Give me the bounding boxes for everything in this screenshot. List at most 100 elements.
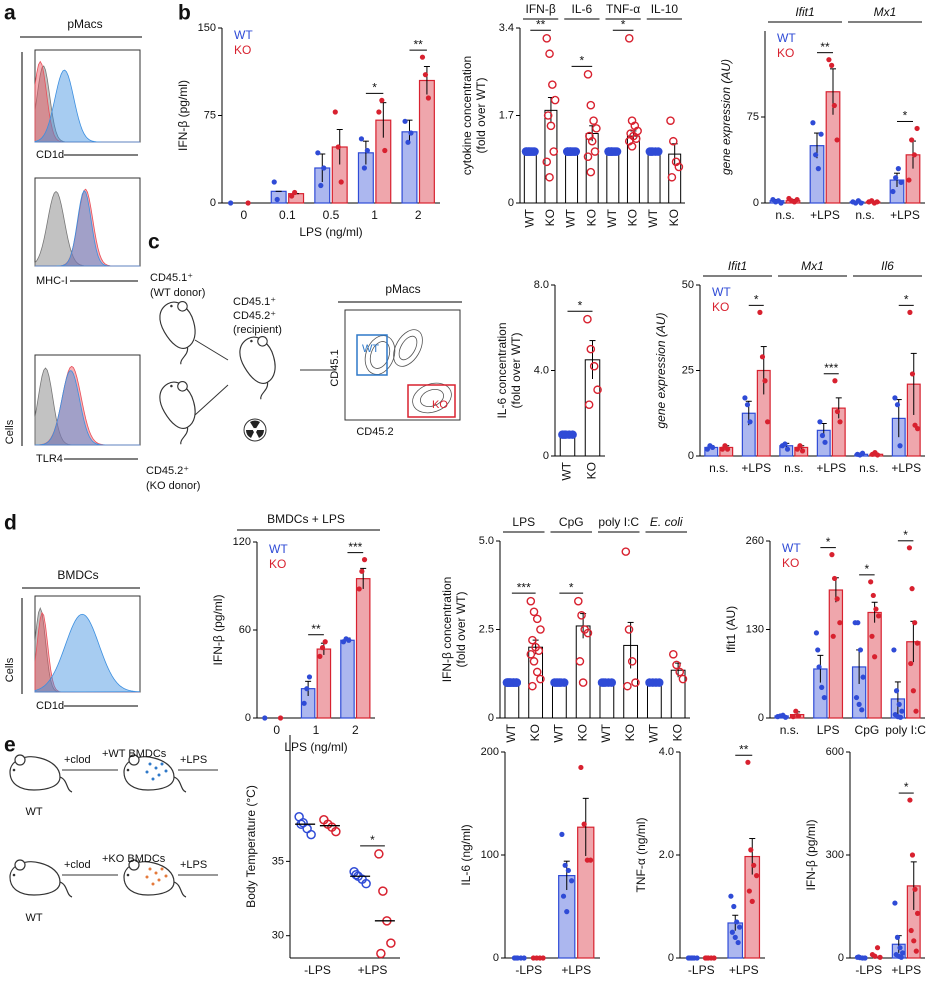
- data-point: [577, 611, 586, 620]
- significance-label: *: [578, 298, 583, 312]
- bar: [647, 151, 661, 204]
- data-point: [914, 125, 920, 132]
- significance-label: *: [569, 580, 574, 594]
- cell-dots: [145, 867, 168, 886]
- data-point: [837, 620, 843, 626]
- data-point: [837, 419, 843, 425]
- data-point: [277, 715, 284, 721]
- panel-letter: b: [178, 2, 191, 25]
- data-point: [526, 649, 536, 659]
- data-point: [819, 432, 826, 439]
- data-point: [893, 688, 900, 694]
- y-tick-label: 0: [488, 712, 494, 724]
- data-point: [331, 826, 341, 837]
- significance-label: **: [414, 37, 424, 51]
- data-point: [583, 70, 593, 79]
- data-point: [361, 557, 368, 563]
- significance-label: *: [903, 109, 908, 123]
- group-header: Il6: [881, 259, 894, 273]
- data-point: [874, 945, 881, 951]
- data-point: [753, 873, 760, 879]
- data-point: [593, 385, 602, 395]
- data-point: [757, 309, 763, 315]
- legend-entry: KO: [777, 46, 794, 60]
- data-point: [829, 62, 835, 68]
- data-point: [728, 893, 734, 899]
- data-point: [834, 596, 840, 602]
- data-point: [555, 678, 564, 687]
- data-point: [899, 950, 906, 956]
- x-tick-label: KO: [623, 724, 637, 741]
- data-point: [855, 620, 861, 626]
- bar: [523, 151, 537, 204]
- data-point: [790, 714, 796, 720]
- data-point: [817, 419, 823, 425]
- step-label: +LPS: [180, 754, 207, 766]
- data-point: [545, 172, 554, 182]
- legend-entry: WT: [782, 541, 801, 555]
- data-point: [749, 898, 755, 904]
- schematic-label: CD45.1⁺: [150, 272, 193, 284]
- data-point: [301, 700, 307, 706]
- data-point: [795, 713, 802, 719]
- shape: [148, 762, 152, 766]
- data-point: [782, 441, 788, 447]
- data-point: [529, 607, 539, 617]
- data-point: [914, 640, 920, 646]
- x-tick-label: KO: [585, 462, 599, 479]
- y-axis-label: gene expression (AU): [719, 59, 733, 175]
- data-point: [543, 111, 553, 120]
- axis-label: CD1d: [36, 700, 64, 712]
- x-tick-label: n.s.: [709, 461, 728, 475]
- data-point: [745, 759, 751, 765]
- x-tick-label: KO: [575, 724, 589, 741]
- data-point: [590, 147, 600, 156]
- cell-dots: [145, 762, 168, 781]
- data-point: [782, 714, 789, 720]
- data-point: [911, 152, 917, 158]
- gate-label: KO: [432, 399, 448, 411]
- data-point: [709, 444, 716, 451]
- data-point: [504, 678, 513, 687]
- data-point: [607, 678, 616, 687]
- x-tick-label: 0.1: [279, 208, 296, 222]
- data-point: [912, 620, 918, 626]
- panel-letter: a: [4, 2, 16, 25]
- significance-label: ***: [348, 540, 362, 554]
- data-point: [914, 426, 921, 432]
- data-point: [559, 831, 565, 838]
- data-point: [892, 900, 898, 906]
- data-point: [912, 886, 918, 892]
- histogram-frame: [34, 354, 141, 446]
- group-header: Ifit1: [795, 5, 814, 19]
- legend-entry: WT: [234, 28, 253, 42]
- data-point: [528, 681, 537, 691]
- data-point: [382, 147, 388, 154]
- data-point: [678, 674, 688, 684]
- data-point: [797, 443, 803, 449]
- data-point: [359, 568, 365, 574]
- data-point: [386, 938, 396, 948]
- data-point: [906, 545, 913, 551]
- mouse-label: WT: [25, 806, 42, 818]
- y-axis-label: IL-6 (ng/ml): [459, 824, 473, 885]
- data-point: [893, 175, 899, 181]
- gate: [356, 334, 388, 376]
- significance-label: *: [904, 780, 909, 794]
- data-point: [897, 945, 903, 951]
- data-point: [624, 625, 634, 634]
- x-tick-label: KO: [528, 724, 542, 741]
- data-point: [532, 614, 542, 624]
- data-point: [405, 139, 411, 145]
- mouse-icon: [150, 375, 212, 445]
- data-point: [666, 116, 675, 125]
- chart: 0 4.0 8.0 IL-6 concentration (fold over WT) W…: [495, 279, 605, 481]
- y-tick-label: 60: [239, 624, 251, 636]
- flow-header: pMacs: [385, 282, 420, 296]
- significance-label: ***: [517, 580, 531, 594]
- legend-entry: WT: [269, 542, 288, 556]
- data-point: [897, 443, 903, 449]
- data-point: [621, 547, 631, 556]
- panel-letter: e: [4, 734, 16, 757]
